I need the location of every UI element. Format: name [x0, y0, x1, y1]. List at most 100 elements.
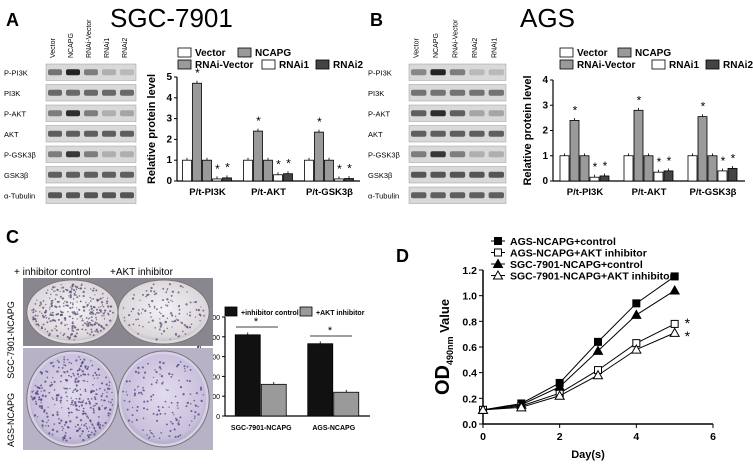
colony-sgc7901-0-250 — [83, 305, 86, 309]
bar-b-bar-ncapg-p-t-gsk3 — [697, 116, 708, 182]
x-tick-label-d-line-2: 2 — [557, 431, 563, 443]
colony-ags-0-315 — [94, 371, 97, 374]
colony-sgc7901-0-277 — [74, 311, 76, 314]
bar-b-bar-rnai2-p-t-gsk3 — [727, 167, 738, 182]
colony-ags-1-134 — [178, 379, 180, 382]
colony-ags-1-99 — [156, 413, 159, 416]
colony-sgc7901-0-282 — [69, 306, 72, 310]
colony-ags-0-253 — [40, 405, 43, 408]
colony-sgc7901-0-223 — [51, 304, 54, 307]
band-b-4-2 — [449, 151, 466, 158]
point-sgc-7901-ncapg-control-4 — [630, 309, 642, 319]
colony-ags-1-32 — [134, 370, 138, 373]
colony-ags-0-89 — [48, 432, 51, 435]
colony-ags-0-153 — [53, 423, 56, 425]
significance-star-b-bar-3: * — [637, 93, 642, 107]
colony-ags-0-176 — [43, 411, 45, 413]
colony-sgc7901-0-222 — [50, 302, 53, 306]
colony-ags-0-143 — [50, 381, 53, 384]
colony-ags-1-51 — [147, 437, 150, 440]
colony-sgc7901-0-15 — [92, 298, 95, 300]
colony-sgc7901-0-214 — [42, 300, 45, 302]
colony-ags-0-65 — [89, 406, 92, 409]
band-b-0-0 — [411, 69, 427, 76]
colony-sgc7901-1-59 — [155, 338, 158, 341]
colony-sgc7901-0-312 — [57, 300, 60, 303]
series-line-ags-ncapg-control — [482, 276, 675, 411]
band-a-5-3 — [102, 171, 116, 178]
colony-ags-0-297 — [63, 371, 65, 373]
colony-sgc7901-0-248 — [37, 314, 39, 317]
significance-star-a-bar-8: * — [347, 161, 352, 175]
colony-sgc7901-0-139 — [60, 287, 63, 289]
colony-ags-0-224 — [60, 419, 63, 422]
colony-sgc7901-0-174 — [59, 290, 61, 293]
band-label-a-gsk3: GSK3β — [4, 171, 29, 180]
colony-ags-1-98 — [125, 391, 127, 393]
colony-sgc7901-0-17 — [62, 302, 65, 305]
colony-sgc7901-0-239 — [72, 302, 74, 304]
legend-label-sgc-7901-ncapg-akt-inhibitor: SGC-7901-NCAPG+AKT inhibitor — [510, 271, 674, 283]
colony-sgc7901-1-88 — [132, 323, 135, 326]
band-b-5-2 — [449, 171, 466, 178]
colony-sgc7901-0-57 — [46, 321, 49, 324]
legend-label-c-bar-akt-inhibitor: +AKT inhibitor — [316, 310, 365, 317]
colony-ags-0-260 — [39, 398, 41, 400]
point-sgc-7901-ncapg-akt-inhibitor-2 — [554, 390, 566, 400]
colony-ags-0-166 — [86, 415, 89, 418]
colony-sgc7901-1-89 — [166, 327, 168, 330]
colony-ags-0-205 — [80, 362, 83, 365]
colony-sgc7901-0-285 — [96, 299, 99, 302]
colony-ags-0-282 — [41, 419, 44, 422]
band-a-1-4 — [120, 89, 134, 96]
colony-sgc7901-0-13 — [75, 294, 77, 296]
x-tick-label-d-line-4: 4 — [633, 431, 639, 443]
colony-sgc7901-0-318 — [46, 330, 49, 333]
colony-ags-0-4 — [78, 397, 81, 400]
colony-sgc7901-0-16 — [50, 299, 53, 303]
colony-sgc7901-1-74 — [162, 314, 165, 318]
colony-sgc7901-0-66 — [64, 300, 66, 303]
legend-swatch-b-bar-vector — [559, 47, 574, 58]
colony-sgc7901-1-79 — [189, 314, 192, 317]
colony-sgc7901-0-36 — [51, 288, 53, 291]
colony-ags-0-60 — [47, 425, 50, 427]
band-b-5-1 — [430, 171, 446, 178]
colony-ags-1-135 — [170, 401, 173, 404]
colony-sgc7901-1-65 — [171, 300, 174, 303]
colony-ags-1-105 — [176, 365, 179, 368]
colony-ags-1-39 — [159, 373, 161, 375]
colony-ags-0-98 — [46, 376, 49, 379]
colony-sgc7901-1-5 — [122, 307, 125, 309]
band-b-6-3 — [469, 192, 485, 199]
band-b-3-2 — [449, 130, 466, 137]
colony-ags-1-110 — [195, 392, 198, 395]
colony-ags-0-54 — [67, 426, 70, 429]
colony-sgc7901-1-75 — [150, 289, 153, 292]
colony-ags-0-127 — [59, 402, 62, 404]
colony-ags-0-206 — [65, 392, 67, 394]
y-axis-label-a-bar: Relative protein level — [146, 74, 158, 184]
bar-b-bar-ncapg-p-t-pi3k — [569, 120, 580, 182]
colony-ags-0-1 — [57, 361, 60, 364]
band-a-4-4 — [120, 151, 134, 158]
colony-ags-0-112 — [31, 397, 33, 399]
colony-ags-0-184 — [51, 397, 53, 399]
band-a-0-2 — [84, 69, 98, 76]
colony-sgc7901-1-100 — [173, 320, 175, 322]
colony-sgc7901-0-185 — [39, 311, 41, 313]
colony-sgc7901-0-159 — [39, 301, 42, 304]
colony-sgc7901-0-180 — [64, 318, 67, 321]
colony-ags-0-69 — [100, 395, 103, 398]
colony-ags-0-35 — [51, 428, 55, 432]
band-a-5-0 — [48, 171, 62, 178]
colony-ags-0-146 — [74, 404, 78, 407]
colony-ags-0-324 — [90, 434, 92, 436]
legend-label-ags-ncapg-control: AGS-NCAPG+control — [510, 236, 616, 248]
colony-ags-0-106 — [78, 405, 81, 408]
legend-label-a-bar-rnai-vector: RNAi-Vector — [195, 60, 253, 71]
colony-sgc7901-0-259 — [55, 294, 57, 296]
colony-sgc7901-0-35 — [90, 330, 93, 333]
colony-ags-0-38 — [89, 426, 91, 428]
colony-sgc7901-0-295 — [70, 286, 72, 288]
